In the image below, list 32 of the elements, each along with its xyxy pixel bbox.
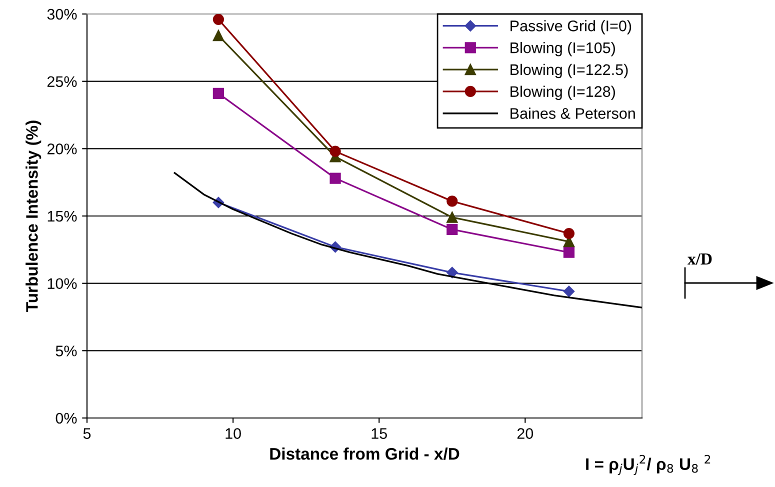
- x-tick-label: 10: [226, 428, 241, 439]
- y-axis-title: Turbulence Intensity (%): [26, 120, 42, 312]
- legend-label: Blowing (I=122.5): [510, 64, 628, 78]
- x-tick-label: 5: [83, 428, 91, 439]
- text: I = ρ$_{j}$U$_{j}$$^{2}$/ ρ$_{8}$ U$_{8}$ $^{2}$: [586, 454, 710, 476]
- point: [446, 196, 458, 207]
- y-tick-label: 15%: [48, 210, 77, 222]
- y-tick-label: 25%: [47, 76, 77, 88]
- point: [446, 266, 458, 278]
- legend-label: Passive Grid (I=0): [510, 20, 632, 34]
- point: [446, 224, 458, 236]
- point: [330, 146, 341, 157]
- y-tick-label: 30%: [47, 8, 77, 20]
- y-tick-label: 20%: [47, 144, 77, 154]
- text: x/D: [688, 253, 712, 265]
- point: [330, 172, 341, 184]
- y-tick-label: 10%: [48, 278, 77, 290]
- y-tick-label: 5%: [56, 346, 77, 356]
- legend-label: Blowing (I=105): [510, 42, 615, 56]
- point: [212, 88, 224, 100]
- legend-label: Blowing (I=128): [510, 86, 615, 100]
- x-tick-label: 20: [517, 428, 534, 439]
- point: [563, 286, 575, 298]
- legend-label: Baines & Peterson: [510, 108, 635, 119]
- y-tick-label: 0%: [56, 412, 77, 424]
- point: [212, 30, 224, 42]
- point: [563, 228, 575, 240]
- x-axis-title: Distance from Grid - x/D: [270, 448, 460, 460]
- x-tick-label: 15: [372, 428, 387, 439]
- point: [212, 14, 224, 25]
- point: [563, 246, 575, 258]
- point: [446, 212, 458, 223]
